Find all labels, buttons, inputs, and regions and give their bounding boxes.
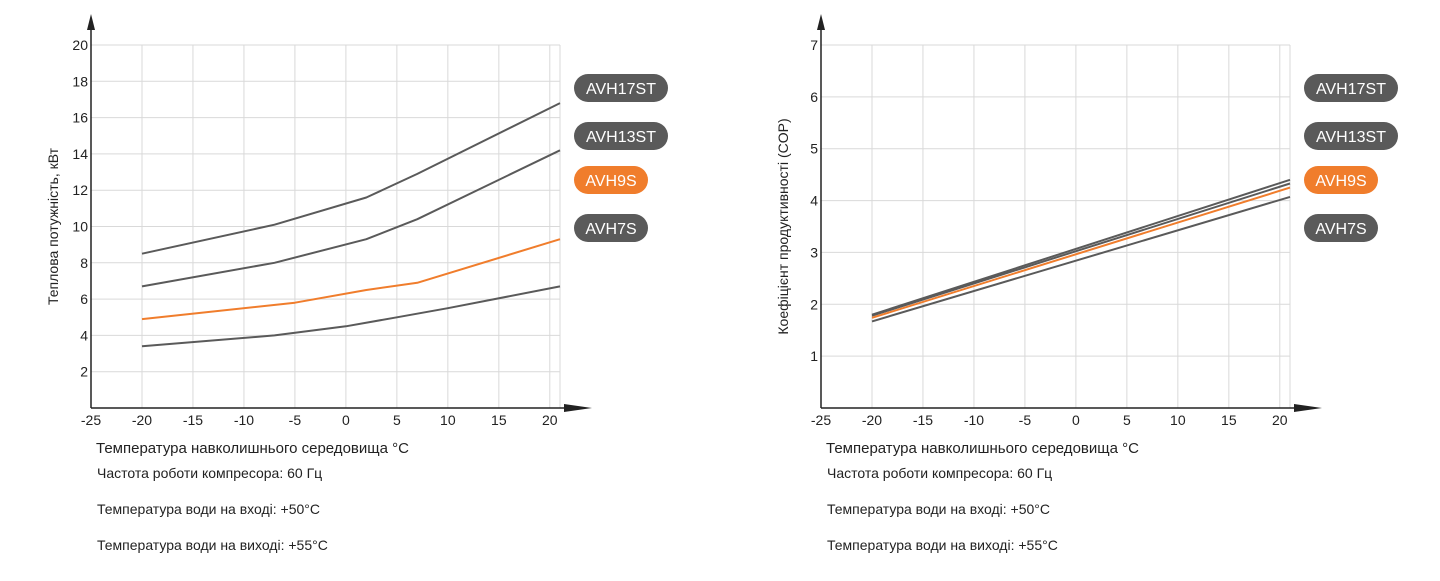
y-tick-label: 10 bbox=[72, 219, 88, 235]
legend-pill-avh9s bbox=[574, 166, 648, 194]
x-tick-label: 15 bbox=[1221, 412, 1237, 428]
y-tick-label: 18 bbox=[72, 73, 88, 89]
y-axis-title: Теплова потужність, кВт bbox=[45, 147, 61, 305]
x-tick-label: 10 bbox=[440, 412, 456, 428]
inlet-water-temp-note: Температура води на вході: +50°C bbox=[827, 501, 1051, 517]
legend-label-avh7s: AVH7S bbox=[585, 221, 636, 238]
outlet-water-temp-note: Температура води на виході: +55°C bbox=[827, 537, 1058, 553]
series-line-avh13st bbox=[871, 182, 1291, 317]
y-tick-label: 6 bbox=[810, 89, 818, 105]
y-tick-label: 8 bbox=[80, 255, 88, 271]
legend-label-avh17st: AVH17ST bbox=[1316, 81, 1386, 98]
x-tick-label: 0 bbox=[342, 412, 350, 428]
series-line-avh9s bbox=[871, 186, 1291, 319]
legend-pill-avh13st bbox=[574, 122, 668, 150]
y-tick-label: 6 bbox=[80, 291, 88, 307]
heat-output-chart-panel: -25 -20 -15 -10 -5 0 5 10 15 20 2 4 6 8 10 12 14 16 18 20 Те… bbox=[45, 14, 668, 553]
x-tick-label: 5 bbox=[393, 412, 401, 428]
legend-label-avh17st: AVH17ST bbox=[586, 81, 656, 98]
y-tick-label: 4 bbox=[810, 193, 818, 209]
x-tick-label: -15 bbox=[913, 412, 933, 428]
x-tick-label: -10 bbox=[234, 412, 254, 428]
legend-pill-avh17st bbox=[1304, 74, 1398, 102]
series-line-avh17st bbox=[871, 178, 1291, 316]
legend-pill-avh7s bbox=[574, 214, 648, 242]
x-tick-label: -20 bbox=[132, 412, 152, 428]
legend-label-avh7s: AVH7S bbox=[1315, 221, 1366, 238]
series-line-avh17st bbox=[141, 102, 561, 255]
legend-pill-avh7s bbox=[1304, 214, 1378, 242]
y-tick-label: 14 bbox=[72, 146, 88, 162]
x-tick-label: -25 bbox=[811, 412, 831, 428]
x-axis-title: Температура навколишнього середовища °C bbox=[96, 440, 409, 457]
x-tick-label: -25 bbox=[81, 412, 101, 428]
outlet-water-temp-note: Температура води на виході: +55°C bbox=[97, 537, 328, 553]
inlet-water-temp-note: Температура води на вході: +50°C bbox=[97, 501, 321, 517]
x-tick-label: -10 bbox=[964, 412, 984, 428]
x-tick-label: 10 bbox=[1170, 412, 1186, 428]
y-tick-label: 3 bbox=[810, 244, 818, 260]
y-tick-label: 2 bbox=[80, 364, 88, 380]
legend-label-avh9s: AVH9S bbox=[585, 173, 636, 190]
legend-pill-avh13st bbox=[1304, 122, 1398, 150]
series-line-avh9s bbox=[141, 238, 561, 321]
legend-label-avh13st: AVH13ST bbox=[1316, 129, 1386, 146]
x-tick-label: -15 bbox=[183, 412, 203, 428]
cop-chart: -25 -20 -15 -10 -5 0 5 10 15 20 1 2 3 4 5 6 7 Коефіцієнт … bbox=[775, 14, 1398, 428]
cop-chart-panel: -25 -20 -15 -10 -5 0 5 10 15 20 1 2 3 4 5 6 7 Коефіцієнт … bbox=[730, 0, 1440, 581]
x-tick-label: -5 bbox=[1019, 412, 1032, 428]
legend-pill-avh9s bbox=[1304, 166, 1378, 194]
y-tick-label: 16 bbox=[72, 110, 88, 126]
y-tick-label: 7 bbox=[810, 37, 818, 53]
series-line-avh13st bbox=[141, 149, 561, 288]
x-tick-label: 15 bbox=[491, 412, 507, 428]
y-tick-label: 1 bbox=[810, 348, 818, 364]
x-tick-label: 20 bbox=[542, 412, 558, 428]
legend-label-avh9s: AVH9S bbox=[1315, 173, 1366, 190]
series-line-avh7s bbox=[871, 195, 1291, 323]
y-axis-arrow bbox=[87, 14, 95, 30]
x-tick-label: -5 bbox=[289, 412, 302, 428]
y-axis-title: Коефіцієнт продуктивності (COP) bbox=[775, 118, 791, 334]
x-axis-arrow bbox=[1294, 404, 1322, 412]
compressor-frequency-note: Частота роботи компресора: 60 Гц bbox=[827, 465, 1053, 481]
heat-output-chart: -25 -20 -15 -10 -5 0 5 10 15 20 2 4 6 8 10 12 14 16 18 20 Те… bbox=[45, 14, 668, 428]
x-tick-label: -20 bbox=[862, 412, 882, 428]
x-axis-title: Температура навколишнього середовища °C bbox=[826, 440, 1139, 457]
x-tick-label: 20 bbox=[1272, 412, 1288, 428]
y-tick-label: 4 bbox=[80, 327, 88, 343]
y-tick-label: 2 bbox=[810, 296, 818, 312]
y-axis-arrow bbox=[817, 14, 825, 30]
series-line-avh7s bbox=[141, 285, 561, 348]
y-tick-label: 5 bbox=[810, 141, 818, 157]
compressor-frequency-note: Частота роботи компресора: 60 Гц bbox=[97, 465, 323, 481]
x-axis-arrow bbox=[564, 404, 592, 412]
y-tick-label: 12 bbox=[72, 182, 88, 198]
legend-pill-avh17st bbox=[574, 74, 668, 102]
legend-label-avh13st: AVH13ST bbox=[586, 129, 656, 146]
y-tick-label: 20 bbox=[72, 37, 88, 53]
x-tick-label: 5 bbox=[1123, 412, 1131, 428]
x-tick-label: 0 bbox=[1072, 412, 1080, 428]
